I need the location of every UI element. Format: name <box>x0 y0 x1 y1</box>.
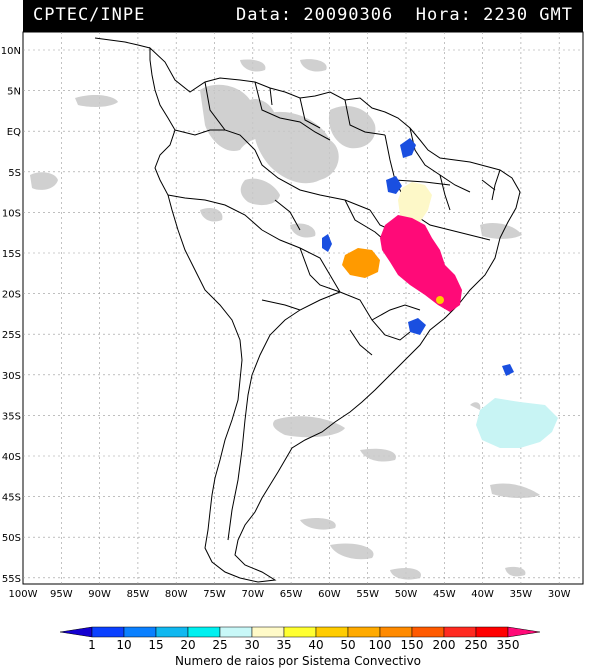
colorbar-tick-label: 20 <box>180 638 195 652</box>
colorbar-segment <box>59 626 93 638</box>
lon-tick-label: 45W <box>433 589 456 600</box>
colorbar-labels: 1 10 15 20 25 30 35 40 50 100 150 200 250 350 <box>88 638 519 652</box>
blue-cluster-1 <box>400 138 416 158</box>
lon-tick-label: 35W <box>510 589 533 600</box>
blue-cluster-5 <box>502 364 514 376</box>
lon-tick-label: 40W <box>471 589 494 600</box>
colorbar-tick-label: 25 <box>212 638 227 652</box>
lon-tick-label: 55W <box>356 589 379 600</box>
lat-tick-label: 40S <box>2 452 21 463</box>
colorbar-tick-label: 200 <box>433 638 456 652</box>
orange-cluster <box>342 248 380 278</box>
lon-tick-label: 30W <box>548 589 571 600</box>
colorbar-segment <box>155 626 189 638</box>
magenta-cluster <box>380 215 462 312</box>
lat-tick-label: 55S <box>2 574 21 585</box>
colorbar-segment <box>123 626 157 638</box>
colorbar-segment <box>91 626 125 638</box>
lon-tick-label: 90W <box>88 589 111 600</box>
lat-tick-label: 35S <box>2 411 21 422</box>
lat-tick-label: 5S <box>8 168 21 179</box>
colorbar-tick-label: 50 <box>340 638 355 652</box>
gridlines <box>23 32 583 584</box>
lon-tick-label: 80W <box>165 589 188 600</box>
lon-tick-label: 70W <box>241 589 264 600</box>
datetime-label: Data: 20090306 Hora: 2230 GMT <box>235 5 573 25</box>
colorbar-segment <box>507 626 541 638</box>
colorbar-segment <box>379 626 413 638</box>
colorbar <box>59 626 541 638</box>
yellow-spot <box>436 296 444 304</box>
colorbar-tick-label: 250 <box>465 638 488 652</box>
colorbar-segment <box>251 626 285 638</box>
blue-cluster-4 <box>408 318 426 335</box>
lat-tick-label: 30S <box>2 371 21 382</box>
colorbar-tick-label: 40 <box>308 638 323 652</box>
lon-tick-label: 85W <box>127 589 150 600</box>
lat-tick-label: 25S <box>2 330 21 341</box>
colorbar-segment <box>475 626 509 638</box>
lon-tick-label: 100W <box>9 589 38 600</box>
lat-tick-label: 5N <box>7 87 21 98</box>
colorbar-segment <box>411 626 445 638</box>
lat-tick-label: 50S <box>2 533 21 544</box>
colorbar-tick-label: 350 <box>497 638 520 652</box>
colorbar-tick-label: 35 <box>276 638 291 652</box>
colorbar-segment <box>187 626 221 638</box>
source-label: CPTEC/INPE <box>33 5 146 25</box>
colorbar-title: Numero de raios por Sistema Convectivo <box>175 654 421 668</box>
lon-tick-label: 60W <box>318 589 341 600</box>
lightning-clusters <box>322 138 558 448</box>
blue-cluster-2 <box>386 176 402 194</box>
light-cyan-cluster <box>476 398 558 448</box>
pale-yellow-cluster <box>398 182 432 224</box>
title-bar: CPTEC/INPE Data: 20090306 Hora: 2230 GMT <box>23 0 583 32</box>
colorbar-tick-label: 15 <box>148 638 163 652</box>
colorbar-tick-label: 1 <box>88 638 96 652</box>
lat-tick-label: 10N <box>1 46 21 57</box>
lat-tick-label: EQ <box>7 127 21 138</box>
colorbar-segment <box>315 626 349 638</box>
lat-tick-label: 10S <box>2 208 21 219</box>
lat-tick-label: 20S <box>2 290 21 301</box>
cloud-cover <box>30 59 540 580</box>
longitude-labels: 100W 95W 90W 85W 80W 75W 70W 65W 60W 55W 50W 45W 40W… <box>9 589 571 600</box>
colorbar-tick-label: 150 <box>401 638 424 652</box>
colorbar-segment <box>347 626 381 638</box>
colorbar-tick-label: 100 <box>369 638 392 652</box>
lon-tick-label: 65W <box>280 589 303 600</box>
lat-tick-label: 15S <box>2 249 21 260</box>
lon-tick-label: 95W <box>50 589 73 600</box>
lat-tick-label: 45S <box>2 493 21 504</box>
colorbar-segment <box>283 626 317 638</box>
lon-tick-label: 75W <box>203 589 226 600</box>
colorbar-segment <box>443 626 477 638</box>
colorbar-tick-label: 10 <box>116 638 131 652</box>
blue-cluster-3 <box>322 234 332 252</box>
colorbar-segment <box>219 626 253 638</box>
colorbar-tick-label: 30 <box>244 638 259 652</box>
lon-tick-label: 50W <box>395 589 418 600</box>
latitude-labels: 10N 5N EQ 5S 10S 15S 20S 25S 30S 35S 40S 45S 50S 55S <box>1 46 21 585</box>
